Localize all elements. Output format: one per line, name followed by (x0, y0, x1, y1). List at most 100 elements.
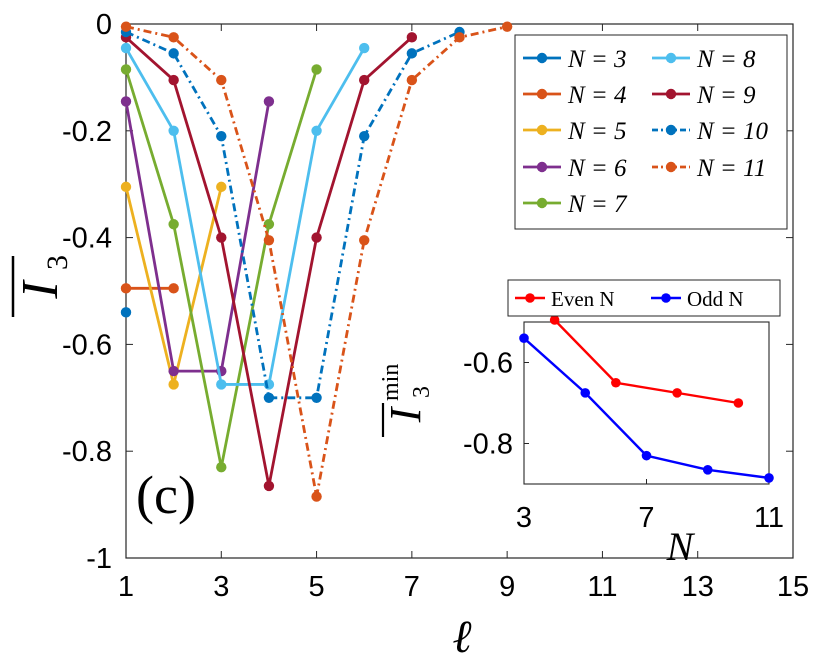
data-point (311, 64, 322, 75)
inset-series-2 (519, 333, 774, 483)
inset-legend-marker (661, 293, 671, 303)
x-tick-label: 13 (682, 571, 714, 603)
series-line (125, 30, 461, 400)
data-point (406, 48, 418, 59)
y-axis-label: I3 (11, 255, 74, 317)
data-point (120, 21, 132, 32)
data-point (359, 42, 370, 54)
data-point (359, 130, 370, 142)
inset-data-point (580, 388, 591, 398)
data-point (168, 74, 179, 86)
data-point (168, 379, 179, 390)
legend-item: N = 6 (523, 155, 627, 182)
inset-y-axis-label-subscript: 3 (409, 386, 435, 398)
y-tick-label: -0.2 (62, 116, 112, 148)
inset-y-axis-label: I 3 min (378, 364, 435, 437)
data-point (216, 130, 227, 142)
y-axis-label-symbol: I (12, 279, 69, 300)
y-tick-label: -0.8 (62, 436, 112, 468)
legend-label: N = 3 (567, 46, 627, 73)
inset-y-tick-label: -0.8 (463, 429, 513, 461)
data-point (120, 181, 132, 193)
inset-data-point (549, 315, 560, 325)
data-point (120, 283, 132, 294)
inset-legend-marker (525, 293, 535, 303)
data-point (216, 74, 227, 86)
legend-marker (665, 161, 677, 173)
legend-marker (536, 124, 548, 136)
inset-legend-box (507, 279, 781, 317)
inset-legend-item: Odd N (651, 287, 744, 311)
y-tick-label: -1 (86, 543, 112, 575)
series-4 (120, 96, 275, 377)
x-tick-label: 11 (587, 571, 617, 603)
data-point (120, 42, 132, 54)
legend-item: N = 7 (523, 191, 628, 218)
legend-label: N = 10 (696, 118, 769, 145)
legend-label: N = 4 (567, 82, 627, 109)
data-point (263, 219, 275, 230)
data-point (311, 491, 322, 502)
legend-item: N = 9 (652, 82, 756, 109)
data-point (168, 283, 179, 294)
inset-data-point (702, 465, 713, 475)
x-tick-label: 5 (309, 571, 325, 603)
data-point (263, 96, 275, 107)
inset-plot: 3 7 11 -0.6 -0.8 N I 3 min Even N Odd N (378, 279, 784, 569)
series-line (125, 25, 508, 497)
data-point (216, 379, 227, 390)
legend-label: N = 8 (696, 46, 756, 73)
data-point (168, 48, 179, 59)
inset-data-point (672, 388, 682, 398)
data-point (311, 125, 322, 136)
series-9 (120, 21, 513, 502)
legend-label: N = 11 (696, 155, 766, 182)
inset-legend: Even N Odd N (507, 279, 781, 317)
legend-item: N = 5 (523, 118, 627, 145)
inset-x-tick-label: 3 (516, 502, 532, 534)
legend-item: N = 4 (523, 82, 627, 109)
data-point (311, 392, 322, 403)
y-axis-label-subscript: 3 (41, 255, 74, 270)
data-point (168, 125, 179, 136)
legend-label: N = 5 (567, 118, 627, 145)
inset-x-tick-label: 11 (754, 502, 784, 534)
data-point (263, 235, 275, 246)
inset-legend-label: Even N (551, 287, 615, 311)
x-tick-label: 9 (499, 571, 515, 603)
data-point (120, 307, 132, 318)
data-point (406, 74, 418, 86)
legend-label: N = 6 (567, 155, 627, 182)
legend-item: N = 8 (652, 46, 756, 73)
inset-data-point (764, 473, 774, 483)
y-tick-label: -0.6 (62, 329, 112, 361)
data-point (311, 232, 322, 243)
legend-item: N = 11 (652, 155, 766, 182)
inset-legend-item: Even N (515, 287, 615, 311)
inset-x-tick-label: 7 (638, 502, 654, 534)
data-point (263, 392, 275, 403)
data-point (454, 32, 465, 43)
x-tick-label: 7 (404, 571, 420, 603)
series-5 (120, 64, 322, 473)
data-point (168, 365, 179, 377)
panel-label: (c) (136, 465, 196, 525)
x-tick-label: 1 (118, 571, 134, 603)
inset-legend-label: Odd N (687, 287, 744, 311)
legend-marker (536, 197, 548, 209)
inset-data-point (733, 398, 744, 408)
series-1 (120, 307, 132, 318)
data-point (216, 232, 227, 243)
data-point (168, 219, 179, 230)
inset-data-point (519, 333, 529, 344)
data-point (216, 181, 227, 193)
legend-label: N = 9 (696, 82, 756, 109)
inset-series-line (553, 319, 739, 405)
inset-data-point (611, 377, 621, 388)
x-tick-label: 15 (777, 571, 809, 603)
inset-series-1 (549, 315, 744, 408)
data-point (216, 462, 227, 473)
inset-y-axis-label-symbol: I (381, 405, 430, 423)
